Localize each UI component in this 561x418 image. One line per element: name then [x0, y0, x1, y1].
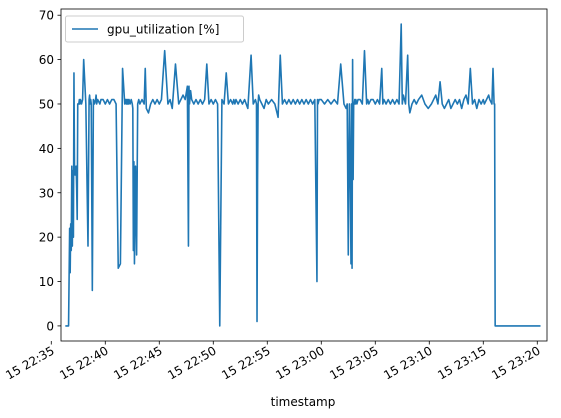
y-tick-label: 0	[46, 319, 54, 333]
legend-box	[65, 15, 244, 43]
axes-frame	[60, 8, 548, 342]
y-tick-label: 40	[39, 142, 54, 156]
y-tick-label: 50	[39, 97, 54, 111]
y-tick-label: 60	[39, 53, 54, 67]
legend-label-gpu-utilization: gpu_utilization [%]	[107, 23, 219, 37]
y-tick-label: 10	[39, 275, 54, 289]
plot-area	[65, 23, 541, 327]
y-tick-label: 20	[39, 231, 54, 245]
x-axis-label: timestamp	[271, 395, 336, 409]
y-tick-label: 30	[39, 186, 54, 200]
y-tick-label: 70	[39, 9, 54, 23]
legend: gpu_utilization [%]	[65, 15, 244, 43]
series-line-gpu-utilization	[65, 23, 541, 327]
y-axis: 0 10 20 30 40 50 60 70	[39, 9, 61, 333]
